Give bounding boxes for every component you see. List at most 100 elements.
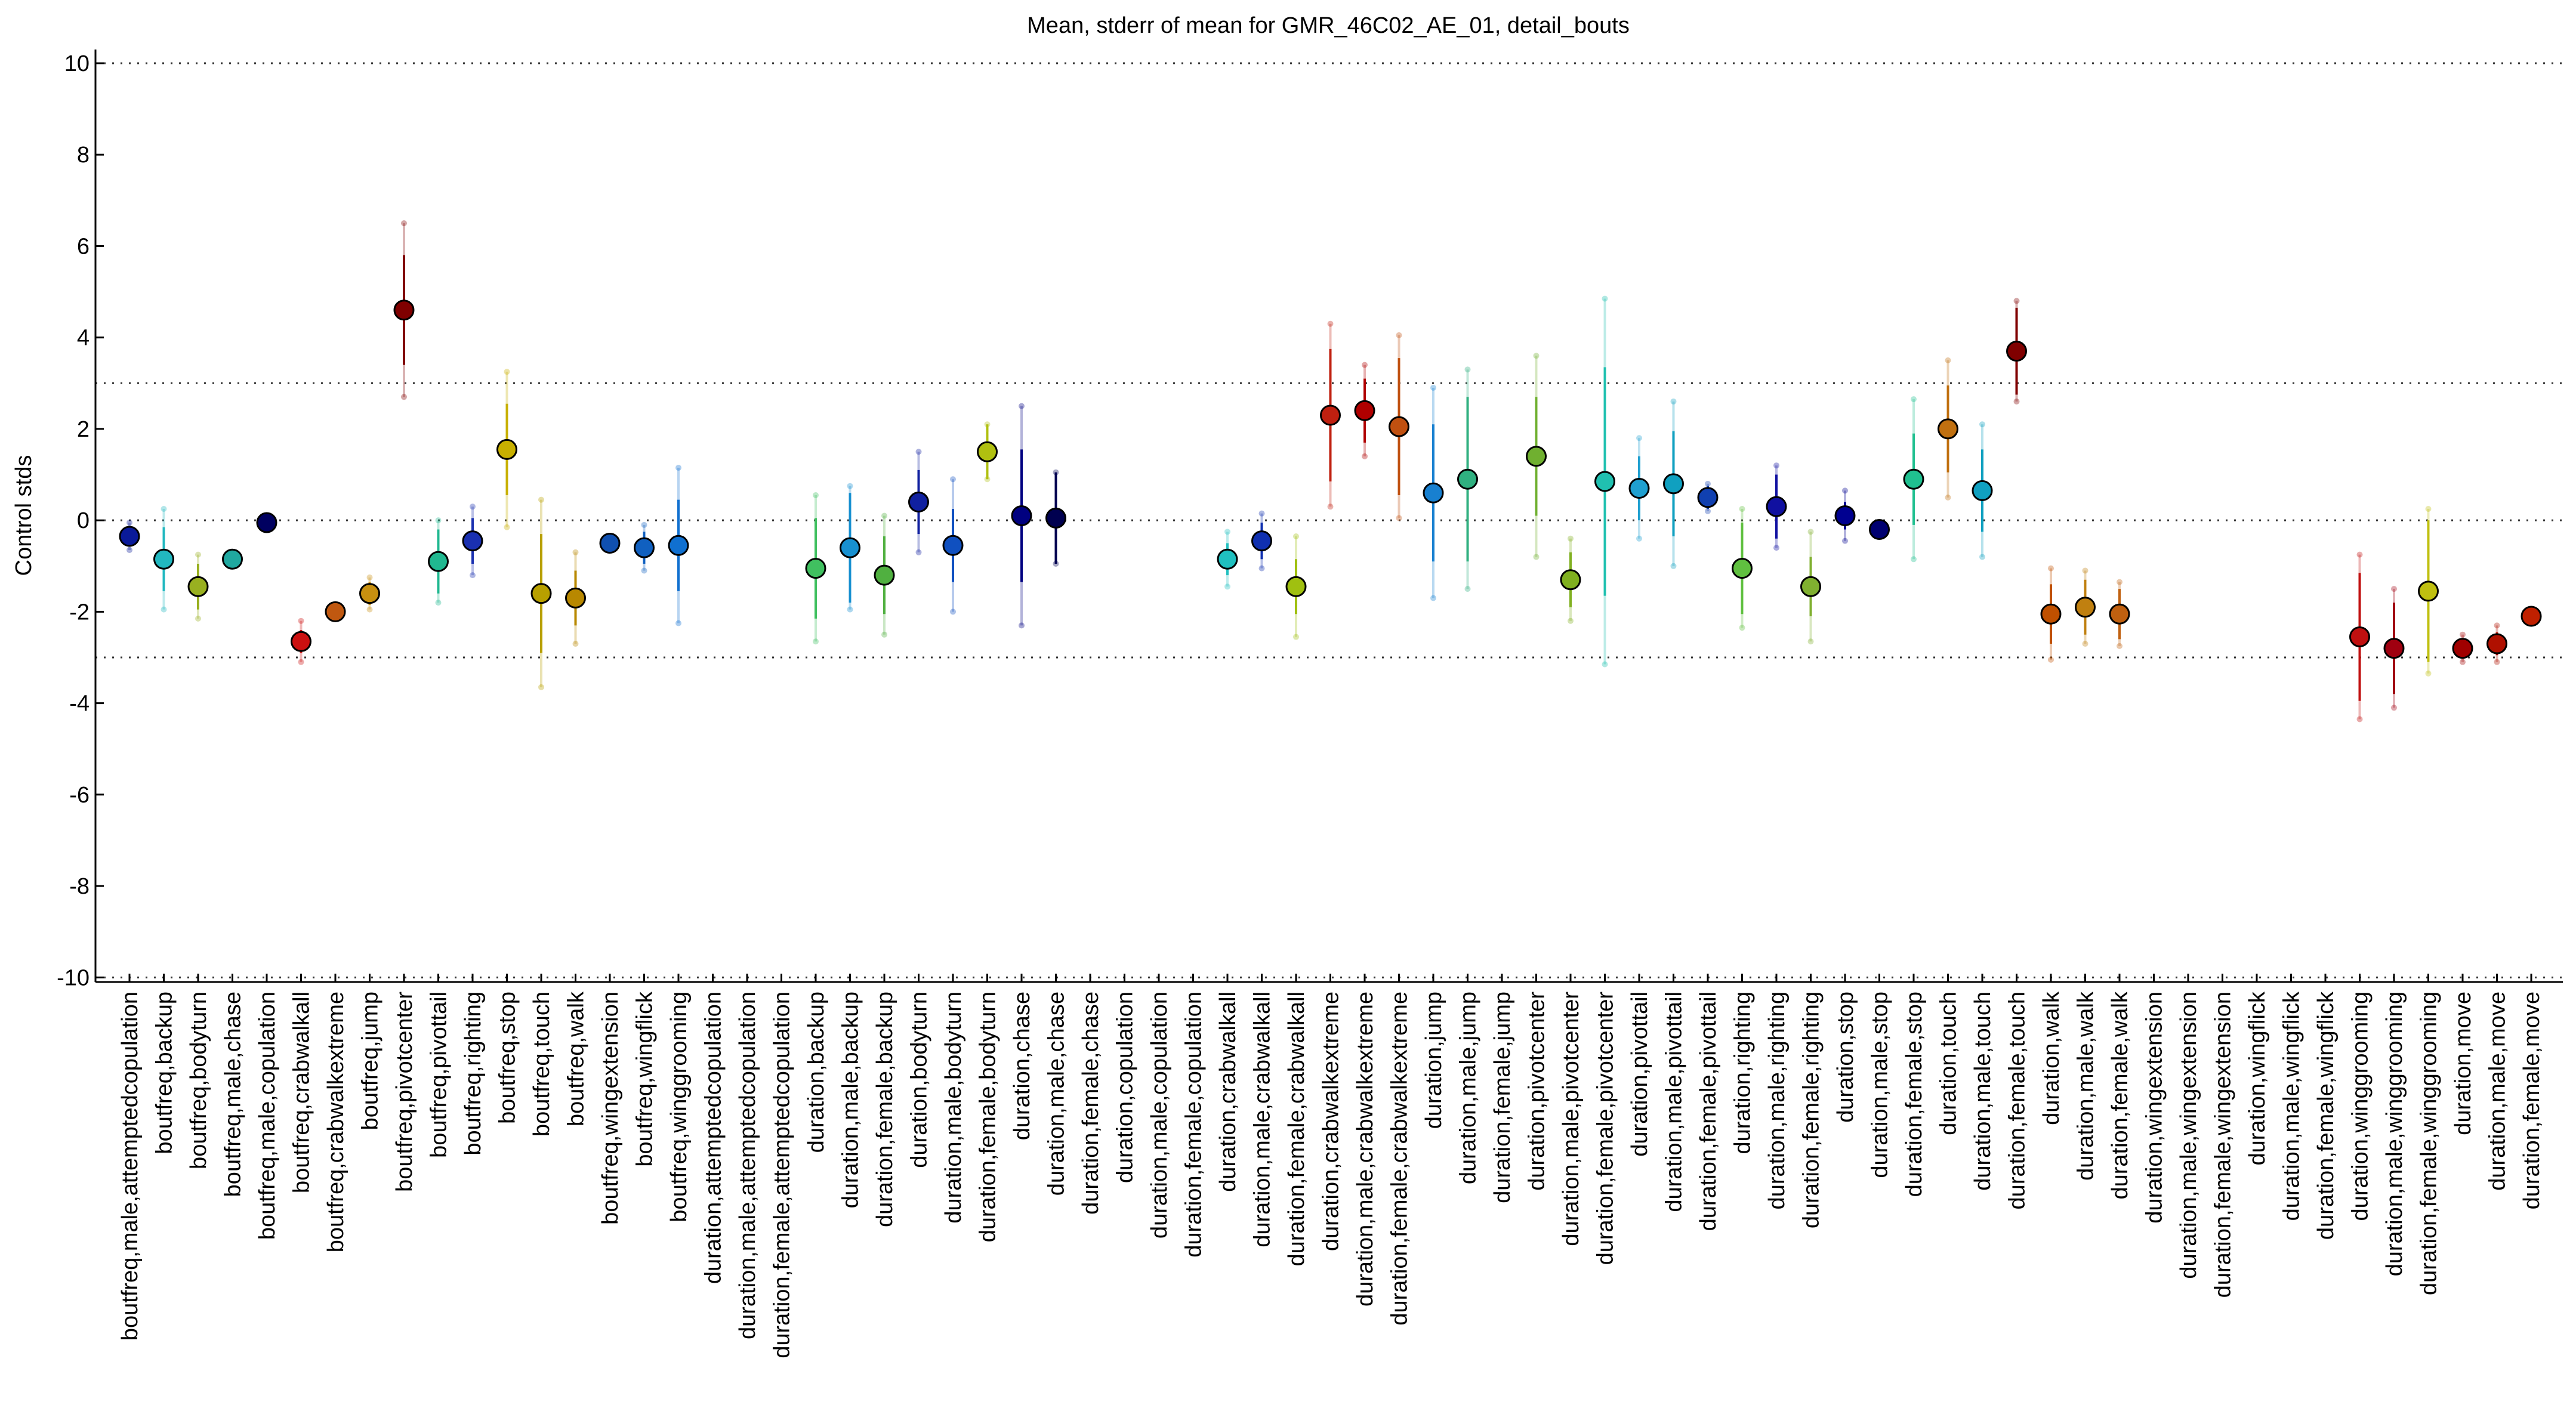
outer-error-cap bbox=[1602, 295, 1608, 302]
outer-error-cap bbox=[538, 684, 544, 690]
outer-error-cap bbox=[1327, 320, 1334, 327]
mean-marker bbox=[565, 587, 586, 609]
x-tick-label: duration,bodyturn bbox=[907, 992, 932, 1168]
mean-marker bbox=[908, 492, 929, 513]
outer-error-cap bbox=[2425, 670, 2432, 677]
outer-error-cap bbox=[1773, 545, 1779, 551]
x-tick-label: boutfreq,bodyturn bbox=[186, 992, 211, 1169]
outer-error-cap bbox=[950, 476, 956, 483]
x-tick-label: boutfreq,touch bbox=[529, 992, 554, 1137]
x-tick-label: boutfreq,stop bbox=[495, 992, 520, 1124]
x-tick-label: duration,female,move bbox=[2519, 992, 2544, 1209]
mean-marker bbox=[1697, 487, 1719, 508]
x-tick-label: duration,female,chase bbox=[1078, 992, 1103, 1215]
mean-marker bbox=[393, 299, 415, 321]
outer-error-cap bbox=[366, 574, 373, 580]
mean-marker bbox=[1628, 478, 1650, 499]
mean-marker bbox=[2452, 638, 2473, 659]
x-tick-label: duration,touch bbox=[1936, 992, 1961, 1135]
y-tick-label: 2 bbox=[77, 417, 90, 442]
outer-error-cap bbox=[847, 483, 853, 489]
x-tick-label: duration,male,attemptedcopulation bbox=[735, 992, 760, 1339]
outer-error-cap bbox=[675, 620, 681, 626]
x-tick-label: duration,pivotcenter bbox=[1525, 992, 1550, 1191]
mean-marker bbox=[256, 512, 277, 533]
mean-marker bbox=[1560, 569, 1581, 591]
mean-marker bbox=[359, 583, 380, 604]
x-tick-label: duration,male,touch bbox=[1970, 992, 1995, 1191]
outer-error-cap bbox=[1258, 510, 1265, 517]
outer-error-cap bbox=[161, 606, 167, 613]
outer-error-cap bbox=[1533, 353, 1540, 359]
outer-error-cap bbox=[2048, 565, 2054, 572]
mean-marker bbox=[2040, 603, 2062, 625]
x-tick-label: duration,female,crabwalkextreme bbox=[1387, 992, 1412, 1326]
outer-error-cap bbox=[881, 512, 887, 519]
outer-error-cap bbox=[1430, 384, 1436, 391]
outer-error-cap bbox=[1533, 554, 1540, 560]
y-tick-label: 4 bbox=[77, 326, 90, 351]
outer-error-cap bbox=[2460, 659, 2466, 665]
outer-error-cap bbox=[366, 606, 373, 613]
x-tick-label: duration,male,pivottail bbox=[1662, 992, 1687, 1212]
mean-marker bbox=[1045, 507, 1066, 529]
x-tick-label: duration,female,touch bbox=[2005, 992, 2030, 1209]
mean-marker bbox=[1217, 548, 1238, 570]
mean-marker bbox=[977, 441, 998, 462]
x-tick-label: duration,stop bbox=[1833, 992, 1858, 1123]
x-tick-label: duration,righting bbox=[1730, 992, 1756, 1154]
outer-error-cap bbox=[2117, 643, 2122, 649]
x-tick-label: duration,crabwalkextreme bbox=[1319, 992, 1344, 1251]
outer-error-cap bbox=[915, 549, 922, 555]
y-tick-label: 8 bbox=[77, 143, 90, 168]
outer-error-cap bbox=[1773, 462, 1779, 469]
x-tick-label: duration,male,pivotcenter bbox=[1559, 992, 1584, 1246]
outer-error-cap bbox=[641, 521, 647, 528]
outer-error-cap bbox=[435, 600, 442, 606]
x-tick-label: duration,female,backup bbox=[872, 992, 897, 1227]
mean-marker bbox=[496, 438, 517, 460]
chart-title: Mean, stderr of mean for GMR_46C02_AE_01… bbox=[1027, 13, 1630, 38]
x-tick-label: duration,pivottail bbox=[1627, 992, 1652, 1157]
outer-error-cap bbox=[2391, 705, 2397, 711]
x-tick-label: duration,chase bbox=[1010, 992, 1035, 1140]
mean-marker bbox=[1423, 482, 1444, 504]
y-tick-label: 10 bbox=[64, 51, 90, 76]
outer-error-cap bbox=[401, 220, 407, 227]
mean-marker bbox=[634, 537, 655, 558]
y-tick-label: -2 bbox=[69, 600, 90, 625]
outer-error-cap bbox=[2391, 586, 2397, 592]
outer-error-cap bbox=[1636, 435, 1642, 441]
x-tick-label: duration,male,move bbox=[2485, 992, 2510, 1191]
outer-error-cap bbox=[813, 638, 819, 645]
mean-marker bbox=[840, 537, 860, 558]
y-tick-label: 0 bbox=[77, 508, 90, 533]
mean-marker bbox=[1972, 480, 1993, 501]
x-tick-label: boutfreq,winggrooming bbox=[667, 992, 692, 1222]
x-tick-label: duration,male,crabwalkall bbox=[1250, 992, 1275, 1247]
x-tick-label: duration,female,wingflick bbox=[2313, 991, 2339, 1240]
outer-error-cap bbox=[1979, 421, 1985, 428]
outer-error-cap bbox=[298, 659, 304, 665]
x-tick-label: duration,jump bbox=[1421, 992, 1446, 1129]
x-tick-label: duration,female,pivottail bbox=[1696, 992, 1721, 1231]
mean-marker bbox=[1285, 576, 1307, 597]
outer-error-cap bbox=[1842, 487, 1848, 494]
mean-marker bbox=[530, 583, 552, 604]
outer-error-cap bbox=[675, 465, 681, 471]
outer-error-cap bbox=[1464, 586, 1471, 592]
x-tick-label: duration,female,wingextension bbox=[2211, 992, 2236, 1298]
outer-error-cap bbox=[847, 606, 853, 613]
mean-marker bbox=[2418, 580, 2439, 602]
outer-error-cap bbox=[470, 572, 476, 579]
outer-error-cap bbox=[298, 617, 304, 624]
outer-error-cap bbox=[1396, 332, 1402, 338]
x-tick-label: duration,male,walk bbox=[2074, 991, 2099, 1181]
outer-error-cap bbox=[401, 394, 407, 400]
outer-error-cap bbox=[2425, 506, 2432, 512]
mean-marker bbox=[325, 601, 346, 622]
outer-error-cap bbox=[2082, 641, 2088, 647]
x-tick-label: boutfreq,wingflick bbox=[633, 991, 658, 1167]
mean-marker bbox=[1766, 496, 1787, 517]
x-tick-label: duration,move bbox=[2451, 992, 2476, 1135]
